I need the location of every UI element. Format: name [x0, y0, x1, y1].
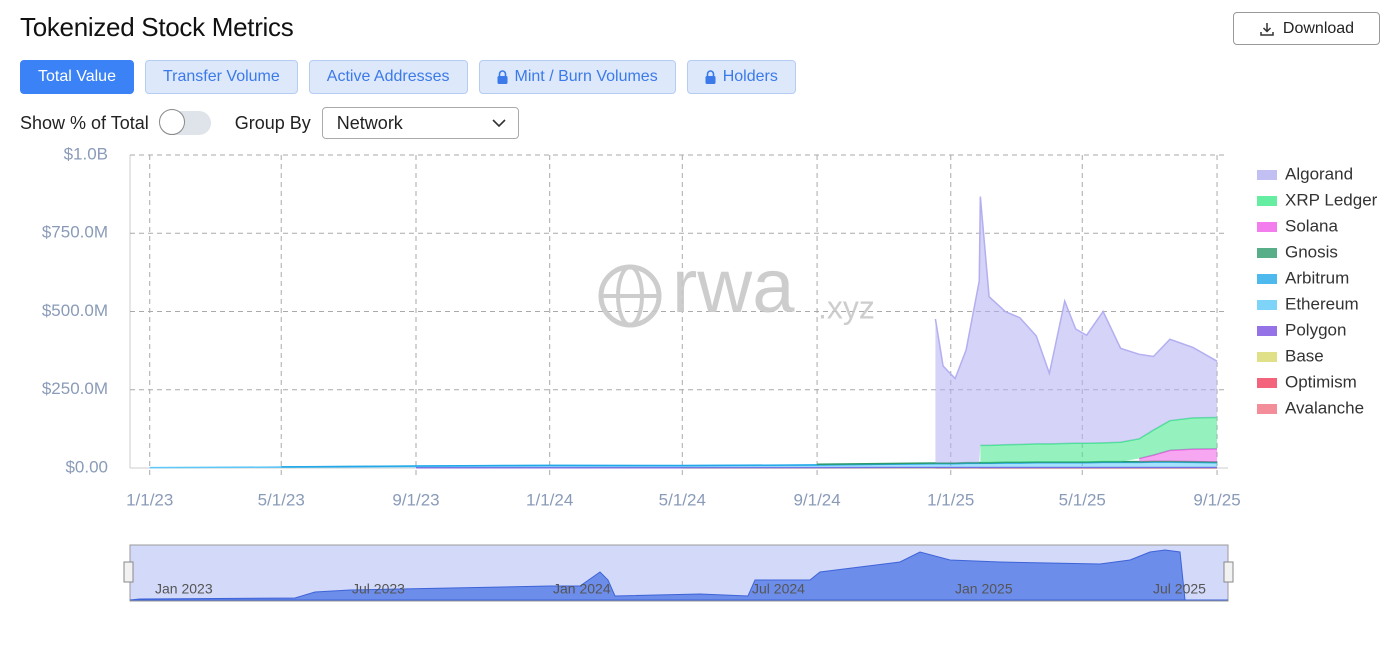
legend-swatch — [1257, 274, 1277, 284]
legend-swatch — [1257, 404, 1277, 414]
x-tick-label: 9/1/23 — [392, 490, 439, 509]
chart: rwa .xyz $0.00 $250.0M $500.0M $750.0M $1.0B… — [42, 144, 1378, 602]
tab[interactable]: Mint / Burn Volumes — [478, 60, 676, 94]
legend-swatch — [1257, 352, 1277, 362]
legend-label: Avalanche — [1285, 398, 1364, 417]
navigator-label: Jan 2024 — [553, 581, 611, 597]
navigator-label: Jan 2023 — [155, 581, 213, 597]
toggle[interactable] — [158, 109, 211, 135]
tab[interactable]: Holders — [686, 60, 796, 94]
legend-swatch — [1257, 300, 1277, 310]
y-tick-label: $0.00 — [65, 457, 108, 476]
tab-label: Active Addresses — [326, 68, 450, 85]
page-title: Tokenized Stock Metrics — [20, 12, 294, 42]
navigator-handle[interactable] — [123, 561, 134, 583]
download-label: Download — [1282, 19, 1355, 37]
toggle-knob — [158, 109, 185, 135]
navigator-label: Jul 2024 — [752, 581, 805, 597]
y-tick-label: $500.0M — [42, 301, 108, 320]
tab-label: Holders — [722, 68, 778, 85]
area — [980, 417, 1218, 463]
navigator-handle[interactable] — [1223, 561, 1234, 583]
tab[interactable]: Active Addresses — [308, 60, 468, 94]
navigator-label: Jan 2025 — [955, 581, 1013, 597]
tab-label: Mint / Burn Volumes — [514, 68, 658, 85]
controls: Show % of Total Group By Network — [20, 107, 519, 139]
legend-swatch — [1257, 170, 1277, 180]
legend-label: Algorand — [1285, 164, 1353, 183]
area — [1139, 448, 1218, 462]
tab[interactable]: Total Value — [20, 60, 134, 94]
y-tick-label: $250.0M — [42, 379, 108, 398]
legend-swatch — [1257, 378, 1277, 388]
x-tick-label: 9/1/25 — [1193, 490, 1240, 509]
x-tick-label: 5/1/25 — [1059, 490, 1106, 509]
legend-label: XRP Ledger — [1285, 190, 1378, 209]
x-tick-label: 9/1/24 — [793, 490, 840, 509]
group-by-select[interactable]: Network — [321, 107, 519, 139]
navigator — [123, 544, 1234, 602]
legend-label: Arbitrum — [1285, 268, 1349, 287]
x-tick-label: 1/1/24 — [526, 490, 573, 509]
legend-swatch — [1257, 222, 1277, 232]
x-tick-label: 1/1/23 — [126, 490, 173, 509]
legend-swatch — [1257, 248, 1277, 258]
download-icon — [1260, 22, 1274, 36]
lock-icon — [705, 70, 716, 84]
navigator-series — [129, 549, 1228, 601]
legend-swatch — [1257, 196, 1277, 206]
lock-icon — [497, 70, 508, 84]
navigator-label: Jul 2025 — [1153, 581, 1206, 597]
download-button[interactable]: Download — [1233, 12, 1380, 45]
legend-label: Polygon — [1285, 320, 1346, 339]
x-tick-label: 5/1/24 — [659, 490, 706, 509]
x-tick-label: 1/1/25 — [927, 490, 974, 509]
watermark-text: rwa — [672, 244, 795, 329]
tab-label: Transfer Volume — [162, 68, 280, 85]
area-line — [934, 196, 1218, 380]
watermark: rwa .xyz — [598, 244, 875, 329]
toggle-label: Show % of Total — [20, 112, 149, 133]
legend-label: Solana — [1285, 216, 1338, 235]
y-tick-label: $1.0B — [64, 144, 108, 163]
legend-label: Ethereum — [1285, 294, 1359, 313]
tab-label: Total Value — [38, 68, 116, 85]
chevron — [492, 119, 506, 127]
legend-label: Optimism — [1285, 372, 1357, 391]
watermark-suffix: .xyz — [818, 289, 875, 325]
tabs: Total Value Transfer Volume Active Addre… — [20, 60, 796, 94]
group-by-label: Group By — [234, 112, 311, 133]
navigator-label: Jul 2023 — [352, 581, 405, 597]
legend-label: Base — [1285, 346, 1324, 365]
legend-label: Gnosis — [1285, 242, 1338, 261]
legend-swatch — [1257, 326, 1277, 336]
x-tick-label: 5/1/23 — [258, 490, 305, 509]
select-value: Network — [336, 112, 403, 133]
tab[interactable]: Transfer Volume — [144, 60, 298, 94]
y-tick-label: $750.0M — [42, 223, 108, 242]
